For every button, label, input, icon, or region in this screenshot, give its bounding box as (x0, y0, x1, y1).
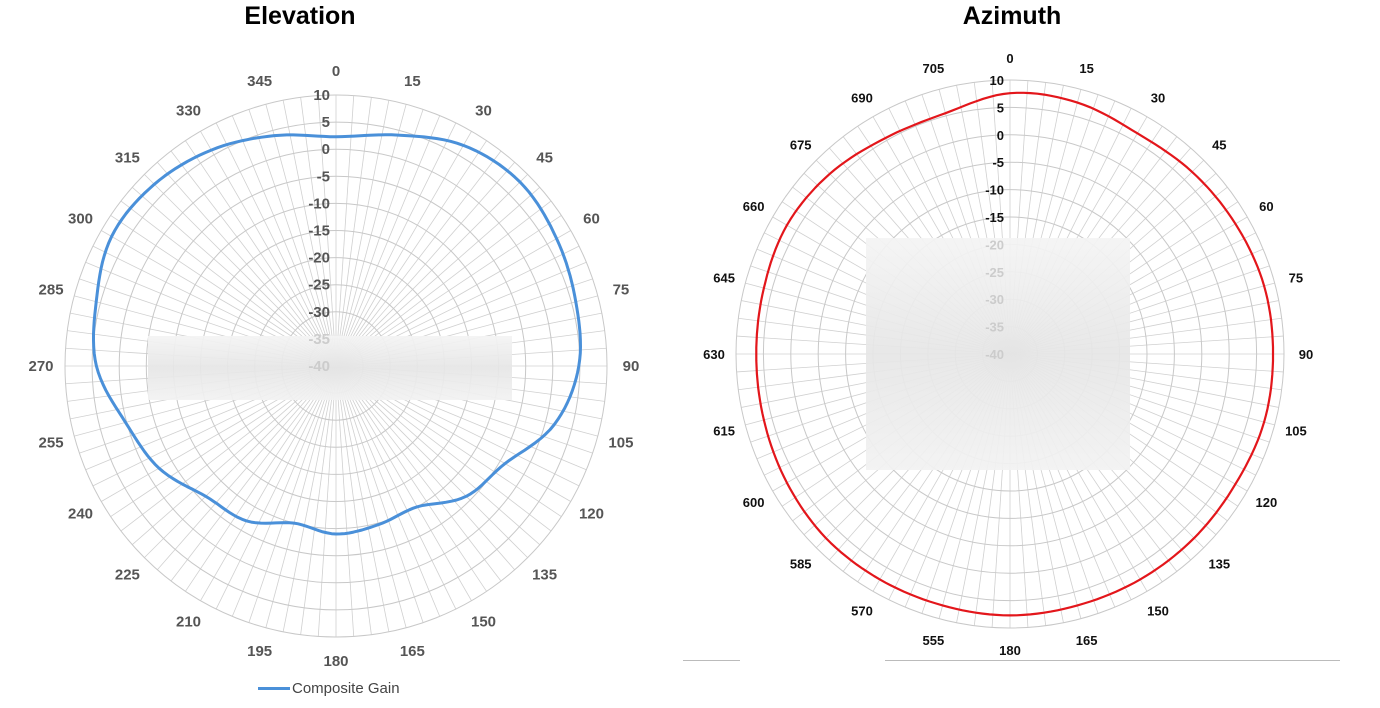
angular-tick-label: 45 (536, 149, 553, 166)
radial-tick-label: -35 (985, 320, 1004, 335)
angular-tick-label: 705 (923, 61, 945, 76)
azimuth-ring-gridline (790, 134, 1230, 574)
radial-tick-label: 0 (997, 128, 1004, 143)
azimuth-chart: 1050-5-10-15-20-25-30-35-400153045607590… (703, 51, 1313, 658)
radial-tick-label: 5 (997, 100, 1004, 115)
angular-tick-label: 165 (400, 643, 425, 660)
angular-tick-label: 120 (579, 506, 604, 523)
radial-tick-label: -30 (985, 292, 1004, 307)
angular-tick-label: 150 (471, 613, 496, 630)
angular-tick-label: 225 (115, 567, 140, 584)
legend: Composite Gain (258, 680, 400, 697)
angular-tick-label: 120 (1255, 495, 1277, 510)
angular-tick-label: 195 (247, 643, 272, 660)
angular-tick-label: 660 (743, 199, 765, 214)
angular-tick-label: 15 (1079, 61, 1093, 76)
angular-tick-label: 585 (790, 556, 812, 571)
angular-tick-label: 0 (332, 63, 340, 80)
angular-tick-label: 15 (404, 73, 421, 90)
angular-tick-label: 300 (68, 211, 93, 228)
azimuth-ring-gridline (817, 161, 1203, 547)
angular-tick-label: 315 (115, 149, 140, 166)
angular-tick-label: 330 (176, 103, 201, 120)
elevation-title: Elevation (244, 2, 356, 30)
angular-tick-label: 345 (247, 73, 272, 90)
angular-tick-label: 630 (703, 347, 725, 362)
azimuth-ring-gridline (735, 79, 1285, 629)
azimuth-product-image (866, 238, 1130, 470)
radial-tick-label: -15 (985, 210, 1004, 225)
angular-tick-label: 555 (923, 633, 945, 648)
angular-tick-label: 255 (39, 434, 64, 451)
elevation-ring-gridline (118, 148, 554, 584)
radial-tick-label: -10 (985, 183, 1004, 198)
azimuth-series-line (755, 91, 1275, 617)
angular-tick-label: 570 (851, 603, 873, 618)
angular-tick-label: 60 (1259, 199, 1273, 214)
radial-tick-label: -10 (308, 195, 330, 212)
angular-tick-label: 75 (613, 282, 630, 299)
radial-tick-label: -40 (308, 358, 330, 375)
angular-tick-label: 645 (713, 270, 735, 285)
angular-tick-label: 615 (713, 424, 735, 439)
angular-tick-label: 105 (1285, 424, 1307, 439)
angular-tick-label: 105 (608, 434, 633, 451)
angular-tick-label: 90 (623, 358, 640, 375)
angular-tick-label: 150 (1147, 603, 1169, 618)
radial-tick-label: -25 (308, 277, 330, 294)
angular-tick-label: 45 (1212, 138, 1226, 153)
angular-tick-label: 165 (1076, 633, 1098, 648)
radial-tick-label: -35 (308, 331, 330, 348)
angular-tick-label: 180 (323, 653, 348, 670)
radial-tick-label: -25 (985, 265, 1004, 280)
radial-tick-label: -20 (308, 250, 330, 267)
radial-tick-label: -15 (308, 223, 330, 240)
angular-tick-label: 690 (851, 91, 873, 106)
elevation-ring-gridline (145, 175, 527, 557)
angular-tick-label: 270 (28, 358, 53, 375)
angular-tick-label: 30 (475, 103, 492, 120)
azimuth-ring-gridline (845, 189, 1175, 519)
angular-tick-label: 285 (39, 282, 64, 299)
angular-tick-label: 75 (1289, 270, 1303, 285)
radial-tick-label: 10 (313, 87, 330, 104)
elevation-product-image (148, 336, 512, 400)
angular-tick-label: 135 (1208, 556, 1230, 571)
angular-tick-label: 135 (532, 567, 557, 584)
angular-tick-label: 675 (790, 138, 812, 153)
angular-tick-label: 600 (743, 495, 765, 510)
angular-tick-label: 30 (1151, 91, 1165, 106)
radial-tick-label: 5 (322, 114, 330, 131)
angular-tick-label: 210 (176, 613, 201, 630)
divider-line (885, 660, 1340, 661)
angular-tick-label: 0 (1006, 51, 1013, 66)
radial-tick-label: -30 (308, 304, 330, 321)
angular-tick-label: 180 (999, 643, 1021, 658)
radial-tick-label: -5 (992, 155, 1004, 170)
radial-tick-label: -20 (985, 237, 1004, 252)
elevation-ring-gridline (64, 94, 608, 638)
angular-tick-label: 240 (68, 506, 93, 523)
angular-tick-label: 60 (583, 211, 600, 228)
elevation-chart: 1050-5-10-15-20-25-30-35-400153045607590… (28, 63, 639, 670)
divider-line (683, 660, 740, 661)
angular-tick-label: 90 (1299, 347, 1313, 362)
azimuth-title: Azimuth (962, 2, 1062, 30)
legend-label: Composite Gain (292, 680, 400, 697)
legend-swatch-composite-gain (258, 687, 290, 690)
radial-tick-label: 10 (990, 73, 1004, 88)
elevation-series-line (92, 133, 582, 536)
radial-tick-label: -5 (317, 168, 330, 185)
radial-tick-label: 0 (322, 141, 330, 158)
radial-tick-label: -40 (985, 347, 1004, 362)
azimuth-ring-gridline (762, 106, 1258, 602)
